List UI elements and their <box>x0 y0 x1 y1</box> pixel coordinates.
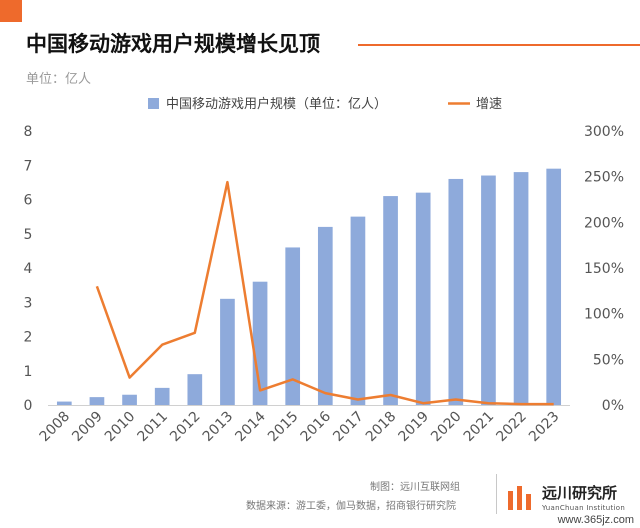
footer-source: 数据来源：游工委，伽马数据，招商银行研究院 <box>246 501 456 512</box>
bar <box>187 374 203 405</box>
x-tick-label: 2015 <box>265 409 302 446</box>
chart: 中国移动游戏用户规模（单位：亿人） 增速 0 1 2 3 4 5 6 7 8 0% 50% 100% 150… <box>24 96 624 446</box>
x-tick-label: 2016 <box>298 408 335 445</box>
legend-label-line: 增速 <box>476 97 502 112</box>
y-tick-label: 6 <box>24 193 33 209</box>
x-tick-label: 2008 <box>37 409 74 446</box>
x-tick-label: 2009 <box>69 408 106 445</box>
bar <box>154 387 170 405</box>
y2-tick-label: 50% <box>593 352 624 368</box>
x-tick-label: 2014 <box>232 408 269 445</box>
logo-name-en: YuanChuan Institution <box>542 504 626 512</box>
watermark: www.365jz.com <box>557 514 634 526</box>
y2-tick-label: 200% <box>584 215 624 231</box>
x-tick-label: 2022 <box>493 409 530 446</box>
legend-label-bar: 中国移动游戏用户规模（单位：亿人） <box>166 96 387 112</box>
title-rule <box>358 44 640 46</box>
x-tick-label: 2017 <box>330 408 367 445</box>
bar <box>89 397 105 405</box>
footer-divider <box>496 474 497 514</box>
footer-credit: 制图：远川互联网组 <box>370 482 460 493</box>
x-tick-label: 2010 <box>102 409 139 446</box>
x-tick-label: 2013 <box>200 408 237 445</box>
bar <box>481 175 496 405</box>
x-tick-label: 2012 <box>167 409 204 446</box>
bar <box>415 192 431 405</box>
y-tick-label: 0 <box>24 398 33 414</box>
y-tick-label: 1 <box>24 364 33 380</box>
bar <box>220 298 235 405</box>
y2-tick-label: 100% <box>584 307 624 323</box>
bar <box>350 216 366 405</box>
y2-tick-label: 150% <box>584 261 624 277</box>
x-tick-label: 2021 <box>461 408 498 445</box>
bar <box>317 226 333 405</box>
bar <box>122 394 137 405</box>
x-tick-label: 2023 <box>526 409 563 446</box>
y2-tick-label: 250% <box>584 170 624 186</box>
y-tick-label: 4 <box>24 261 33 277</box>
bar <box>285 247 301 405</box>
y-tick-label: 3 <box>24 295 33 311</box>
x-tick-label: 2011 <box>135 409 172 446</box>
bar <box>383 196 398 405</box>
y-tick-label: 2 <box>24 330 33 346</box>
bar <box>513 172 529 405</box>
bar <box>448 178 464 405</box>
y-tick-label: 7 <box>24 158 33 174</box>
unit-note: 单位：亿人 <box>26 72 92 87</box>
y2-tick-label: 0% <box>602 398 624 414</box>
x-tick-label: 2018 <box>363 409 400 446</box>
accent-square <box>0 0 22 22</box>
legend-swatch-bar <box>148 98 159 109</box>
y-tick-label: 5 <box>24 227 33 243</box>
y2-tick-label: 300% <box>584 124 624 140</box>
x-tick-label: 2019 <box>396 409 433 446</box>
bar <box>56 401 72 405</box>
bar <box>546 168 562 405</box>
logo-mark-icon <box>508 486 531 510</box>
institution-logo: 远川研究所 YuanChuan Institution <box>506 480 636 520</box>
x-tick-label: 2020 <box>428 409 465 446</box>
page-title: 中国移动游戏用户规模增长见顶 <box>26 32 320 56</box>
growth-line <box>95 180 554 406</box>
y-tick-label: 8 <box>24 124 33 140</box>
logo-name-cn: 远川研究所 <box>542 484 618 502</box>
